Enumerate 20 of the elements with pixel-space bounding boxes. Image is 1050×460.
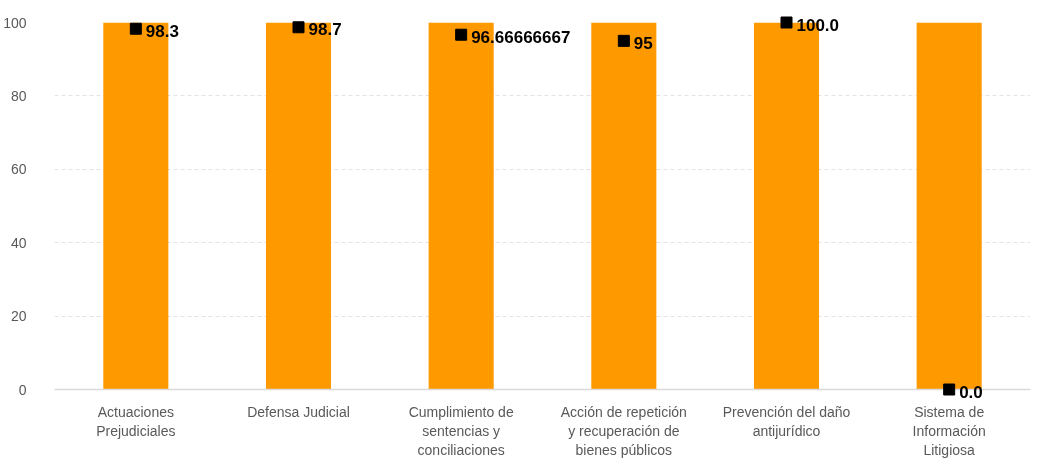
x-tick-label: Actuaciones Prejudiciales (96, 403, 176, 439)
y-tick-label: 100 (3, 14, 27, 31)
point (943, 383, 956, 396)
point (129, 22, 142, 35)
y-tick-label: 20 (10, 308, 27, 325)
y-tick-label: 0 (18, 381, 27, 398)
y-tick-label: 40 (10, 234, 27, 251)
point (617, 34, 630, 47)
x-tick-label: Sistema de Información Litigiosa (912, 403, 986, 458)
point (292, 21, 305, 34)
data-label: 95 (633, 33, 653, 53)
x-tick-label: Cumplimiento de sentencias y conciliaciones (408, 403, 514, 458)
x-tick-label: Defensa Judicial (247, 403, 350, 420)
y-tick-label: 80 (10, 87, 27, 104)
point (455, 28, 468, 41)
y-tick-label: 60 (10, 161, 27, 178)
point (780, 16, 793, 29)
data-label: 100.0 (796, 15, 840, 35)
x-tick-label: Acción de repetición y recuperación de bienes públicos (560, 403, 687, 458)
x-tick-label: Prevención del daño antijurídico (722, 403, 851, 439)
